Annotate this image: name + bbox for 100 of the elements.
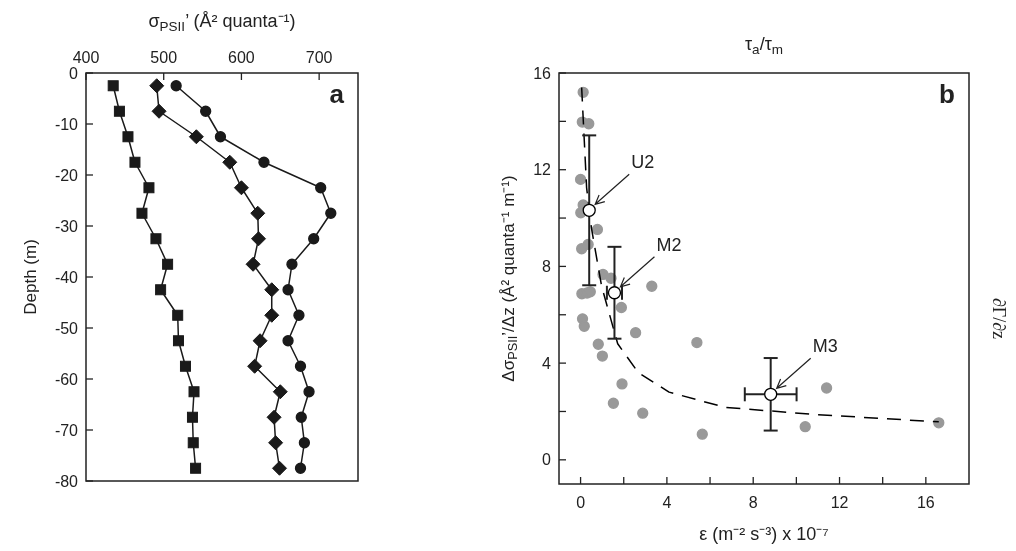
y-tick-label: 4 <box>542 354 552 372</box>
annotation: b <box>939 79 955 109</box>
point <box>233 180 249 196</box>
point <box>258 156 270 168</box>
point <box>294 360 307 372</box>
y-tick-label: 0 <box>542 451 552 469</box>
point <box>186 411 198 423</box>
y-tick-label: -30 <box>54 217 79 235</box>
annotation: M2 <box>656 234 682 255</box>
point <box>582 203 596 217</box>
point <box>596 350 609 362</box>
point <box>129 156 141 168</box>
y-tick-label: 8 <box>542 258 552 276</box>
y-axis-title: Depth (m) <box>21 239 40 315</box>
point <box>308 233 320 245</box>
y-tick-label: -40 <box>54 268 79 286</box>
y-tick-label: -60 <box>54 370 79 388</box>
point <box>578 320 590 333</box>
point <box>282 335 294 347</box>
point <box>214 131 227 143</box>
point <box>113 105 125 117</box>
point <box>179 360 191 372</box>
point <box>222 154 238 170</box>
point <box>646 280 658 292</box>
point <box>266 409 282 425</box>
point <box>293 309 305 321</box>
point <box>303 386 315 398</box>
y-tick-label: 0 <box>69 64 79 82</box>
point <box>200 105 212 117</box>
point <box>162 258 174 270</box>
y-tick-label: -20 <box>54 166 79 184</box>
y-tick-label: -50 <box>54 319 79 337</box>
point <box>170 80 182 92</box>
point <box>188 386 200 398</box>
point <box>172 335 184 347</box>
point <box>933 417 945 429</box>
point <box>151 103 167 119</box>
point <box>268 435 284 451</box>
point <box>696 428 708 440</box>
y-tick-label: -70 <box>54 421 79 439</box>
point <box>637 407 649 419</box>
point <box>245 256 261 272</box>
x-tick-label: 0 <box>576 494 586 511</box>
point <box>615 301 628 314</box>
point <box>315 182 327 194</box>
x-tick-label: 500 <box>150 49 178 66</box>
x-tick-label: 4 <box>662 494 672 511</box>
point <box>295 411 307 423</box>
point <box>591 223 604 236</box>
point <box>136 207 148 219</box>
point <box>325 207 337 219</box>
point <box>247 358 263 374</box>
point <box>252 333 268 349</box>
point <box>592 338 604 350</box>
point <box>143 182 155 194</box>
point <box>764 387 778 401</box>
x2-axis-title: τ$_{a}$/τ$_{m}$ <box>744 34 784 57</box>
point <box>264 307 280 323</box>
x-tick-label: 16 <box>916 494 935 511</box>
point <box>282 284 294 296</box>
point <box>616 378 628 390</box>
point <box>607 397 620 409</box>
point <box>298 437 311 449</box>
point <box>691 336 703 349</box>
annotation: a <box>329 79 345 109</box>
x-tick-label: 12 <box>830 494 849 511</box>
point <box>187 437 199 449</box>
y-tick-label: -80 <box>54 472 79 490</box>
annotation: U2 <box>631 152 655 173</box>
x-tick-label: 8 <box>748 494 758 511</box>
y-tick-label: 16 <box>533 64 552 82</box>
point <box>155 284 167 296</box>
point <box>799 421 811 433</box>
point <box>286 258 298 270</box>
point <box>272 460 288 476</box>
point <box>272 384 288 400</box>
y2-axis-title: ∂Γ/∂z <box>989 297 1009 340</box>
point <box>250 205 266 221</box>
point <box>264 282 280 298</box>
x-tick-label: 400 <box>72 49 100 66</box>
y-tick-label: -10 <box>54 115 79 133</box>
point <box>150 233 162 245</box>
point <box>251 231 267 247</box>
point <box>107 80 119 92</box>
point <box>294 462 307 474</box>
point <box>629 327 642 339</box>
point <box>190 462 202 474</box>
point <box>172 309 184 321</box>
point <box>122 131 134 143</box>
x-tick-label: 600 <box>228 49 255 66</box>
point <box>149 78 165 94</box>
point <box>583 118 595 130</box>
point <box>574 173 587 186</box>
x-axis-title: ε (m⁻² s⁻³) x 10⁻⁷ <box>699 524 829 544</box>
y-tick-label: 12 <box>533 161 552 179</box>
x-axis-title: σ$_{PSII}$’ (Å² quanta⁻¹) <box>148 11 296 34</box>
point <box>188 129 204 145</box>
annotation: M3 <box>812 336 838 357</box>
x-tick-label: 700 <box>305 49 333 66</box>
point <box>820 382 833 394</box>
